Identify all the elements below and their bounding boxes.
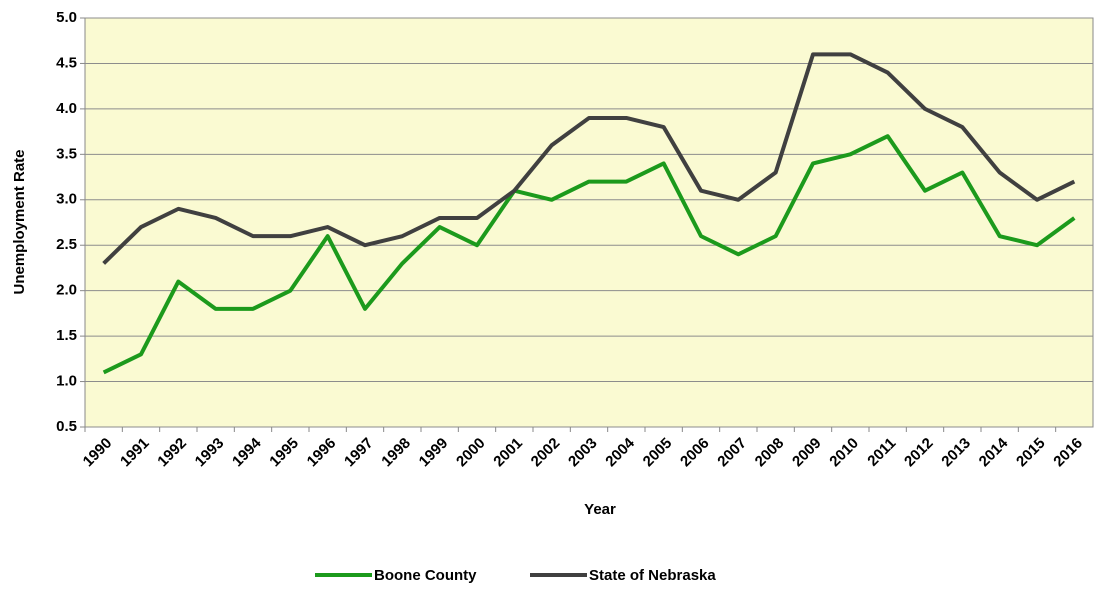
y-tick-label: 4.0 bbox=[56, 100, 77, 117]
y-tick-label: 2.5 bbox=[56, 236, 77, 253]
plot-area bbox=[84, 17, 1094, 428]
x-tick-label: 2009 bbox=[789, 435, 825, 471]
x-tick-label: 2000 bbox=[453, 435, 489, 471]
x-tick-label: 2001 bbox=[490, 435, 526, 471]
y-tick-label: 1.0 bbox=[56, 373, 77, 390]
line bbox=[102, 134, 1076, 375]
x-tick-label: 2016 bbox=[1050, 435, 1086, 471]
y-tick-label: 2.0 bbox=[56, 282, 77, 299]
x-tick-label: 2006 bbox=[677, 435, 713, 471]
x-tick-label: 1990 bbox=[80, 435, 116, 471]
x-tick-label: 2015 bbox=[1013, 435, 1049, 471]
x-tick-label: 1991 bbox=[117, 435, 153, 471]
x-tick-label: 2012 bbox=[901, 435, 937, 471]
x-tick-label: 1996 bbox=[304, 435, 340, 471]
y-tick-label: 4.5 bbox=[56, 54, 77, 71]
x-axis-title: Year bbox=[584, 501, 616, 518]
x-tick-label: 1993 bbox=[192, 435, 228, 471]
x-tick-label: 2011 bbox=[864, 435, 899, 470]
x-tick-label: 2013 bbox=[938, 435, 974, 471]
x-tick-label: 2005 bbox=[640, 435, 676, 471]
legend-label: Boone County bbox=[374, 567, 477, 584]
y-axis-title: Unemployment Rate bbox=[11, 149, 28, 294]
x-tick-label: 2002 bbox=[528, 435, 564, 471]
x-tick-label: 2010 bbox=[826, 435, 862, 471]
legend-label: State of Nebraska bbox=[589, 567, 716, 584]
line bbox=[102, 52, 1076, 265]
x-tick-label: 1998 bbox=[378, 435, 414, 471]
x-tick-label: 2007 bbox=[714, 435, 750, 471]
x-tick-label: 1994 bbox=[229, 434, 265, 470]
x-tick-label: 1997 bbox=[341, 435, 377, 471]
x-tick-label: 1999 bbox=[416, 435, 452, 471]
x-tick-label: 2004 bbox=[602, 434, 638, 470]
x-tick-label: 2008 bbox=[752, 435, 788, 471]
x-tick-label: 2014 bbox=[976, 434, 1012, 470]
x-tick-label: 2003 bbox=[565, 435, 601, 471]
y-tick-label: 3.5 bbox=[56, 145, 77, 162]
y-tick-label: 5.0 bbox=[56, 9, 77, 26]
x-tick-label: 1995 bbox=[266, 435, 302, 471]
x-tick-label: 1992 bbox=[154, 435, 190, 471]
y-tick-label: 3.0 bbox=[56, 191, 77, 208]
y-tick-label: 0.5 bbox=[56, 418, 77, 435]
y-tick-label: 1.5 bbox=[56, 327, 77, 344]
